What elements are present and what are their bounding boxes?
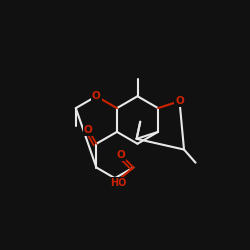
Text: O: O <box>84 125 92 135</box>
Text: HO: HO <box>110 178 126 188</box>
Text: O: O <box>92 91 101 101</box>
Text: O: O <box>116 150 125 160</box>
Text: O: O <box>175 96 184 106</box>
